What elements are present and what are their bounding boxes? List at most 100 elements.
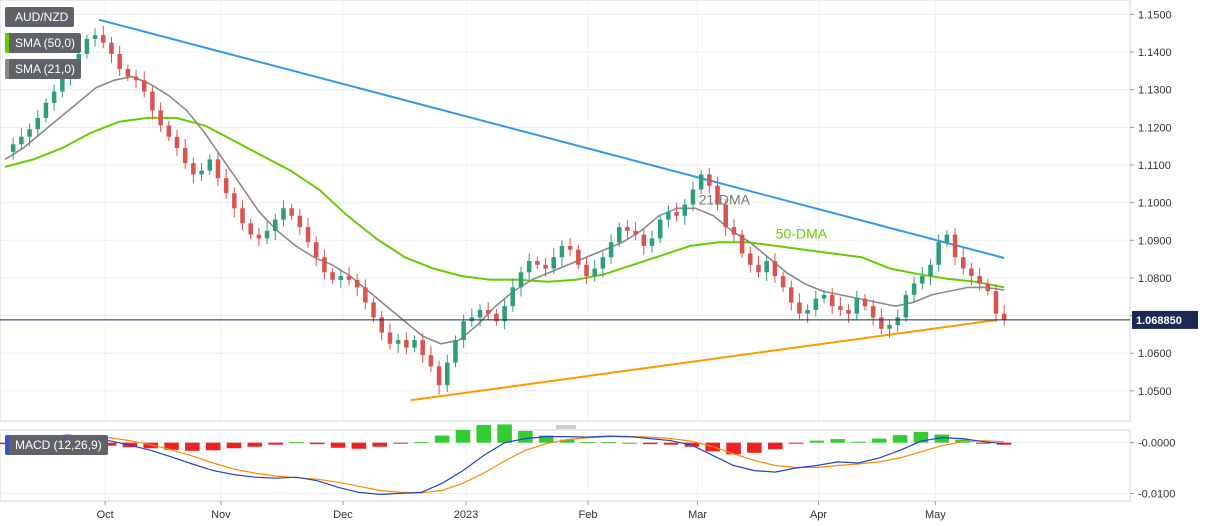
y-tick-label: 1.1000 [1138,198,1172,210]
y-tick-label: 1.1100 [1138,160,1171,172]
candle-up [887,325,892,329]
candles [10,26,1007,395]
y-tick-label: 1.0500 [1138,386,1172,398]
candle-down [256,234,262,239]
candle-down [567,245,573,250]
moving-averages [4,75,1005,345]
y-tick-label: 1.0800 [1138,273,1172,285]
x-grid-lines [104,0,936,501]
candle-down [846,309,851,314]
macd-histogram-bar [788,442,804,444]
x-tick-label: Dec [333,509,353,521]
candle-up [698,174,704,190]
legend-sma21-label: SMA (21,0) [15,62,76,76]
sma-50-line [4,116,1005,289]
candle-down [101,35,106,43]
candle-down [780,276,786,288]
candle-down [240,208,245,224]
candle-up [35,117,41,130]
price-axis: 1.1500 1.1400 1.1300 1.1200 1.1100 1.1000 1.09… [1130,9,1172,398]
candle-up [600,257,606,269]
macd-histogram-bar [601,442,616,444]
candle-down [420,340,425,356]
macd-histogram-bar [455,430,471,443]
macd-histogram-bar [101,442,117,446]
candle-down [748,253,753,265]
macd-histogram-bar [372,442,387,447]
legend-symbol[interactable]: AUD/NZD [5,7,75,27]
candle-down [674,212,679,216]
macd-histogram-bar [643,442,658,445]
candle-up [395,340,401,344]
candle-down [494,313,499,322]
legend-sma50-label: SMA (50,0) [15,36,76,50]
candle-up [903,294,909,318]
candle-up [273,219,278,231]
current-price-marker: 1.068850 [0,310,1198,329]
candle-up [199,170,204,175]
candle-up [207,159,213,171]
macd-histogram-bar [538,435,554,443]
legend-macd-swatch [5,435,9,455]
candle-down [166,125,172,137]
x-tick-label: Mar [688,509,707,521]
candle-up [936,242,941,265]
macd-histogram-bar [476,424,492,443]
macd-histogram-bar [309,442,325,445]
candle-down [428,355,434,367]
candle-up [469,317,475,322]
candle-down [829,294,835,307]
annotations: 21-DMA 50-DMA [699,192,828,242]
trendline-support [410,319,996,402]
candle-up [911,283,917,295]
macd-histogram-bar [164,442,179,450]
legend-sma21[interactable]: SMA (21,0) [5,59,82,79]
candle-down [788,287,794,303]
candle-down [870,306,876,318]
candle-down [363,287,368,303]
candle-down [109,42,114,54]
candle-down [535,261,540,265]
candle-up [19,136,24,145]
candle-down [379,317,384,333]
candle-down [543,264,548,269]
macd-histogram-bar [226,442,242,449]
candle-down [985,283,991,292]
x-tick-label: Nov [211,509,231,521]
x-tick-label: May [925,509,946,521]
y-tick-label: 1.1300 [1138,85,1172,97]
candle-down [960,257,966,269]
legend-sma50[interactable]: SMA (50,0) [5,33,82,53]
y-tick-label: 1.1400 [1138,47,1172,59]
candle-down [879,317,884,329]
candle-down [723,204,728,228]
legend-macd[interactable]: MACD (12,26,9) [5,435,108,455]
candle-up [657,219,663,239]
candle-down [322,257,327,273]
candle-down [346,276,352,280]
macd-histogram-bar [726,442,741,455]
trendline-resistance [98,18,1005,259]
candle-down [297,215,303,228]
macd-histogram-bar [497,424,512,443]
candle-down [977,276,982,284]
candle-up [608,242,614,258]
candle-down [993,291,999,314]
candle-down [150,91,155,111]
candle-up [920,276,925,284]
candle-up [518,272,524,288]
legend-symbol-swatch [5,7,9,27]
macd-histogram-bar [414,442,429,444]
candle-down [862,298,868,307]
macd-histogram-bar [205,442,221,451]
macd-histogram-bar [934,434,950,443]
macd-histogram-bar [143,442,159,449]
macd-histogram-bar [913,432,929,443]
candle-down [387,332,393,344]
macd-histogram-bar [663,442,679,445]
macd-y-tick-label: -0.0100 [1138,488,1175,500]
candle-up [895,317,900,325]
candle-down [641,234,647,246]
candle-up [92,35,98,39]
